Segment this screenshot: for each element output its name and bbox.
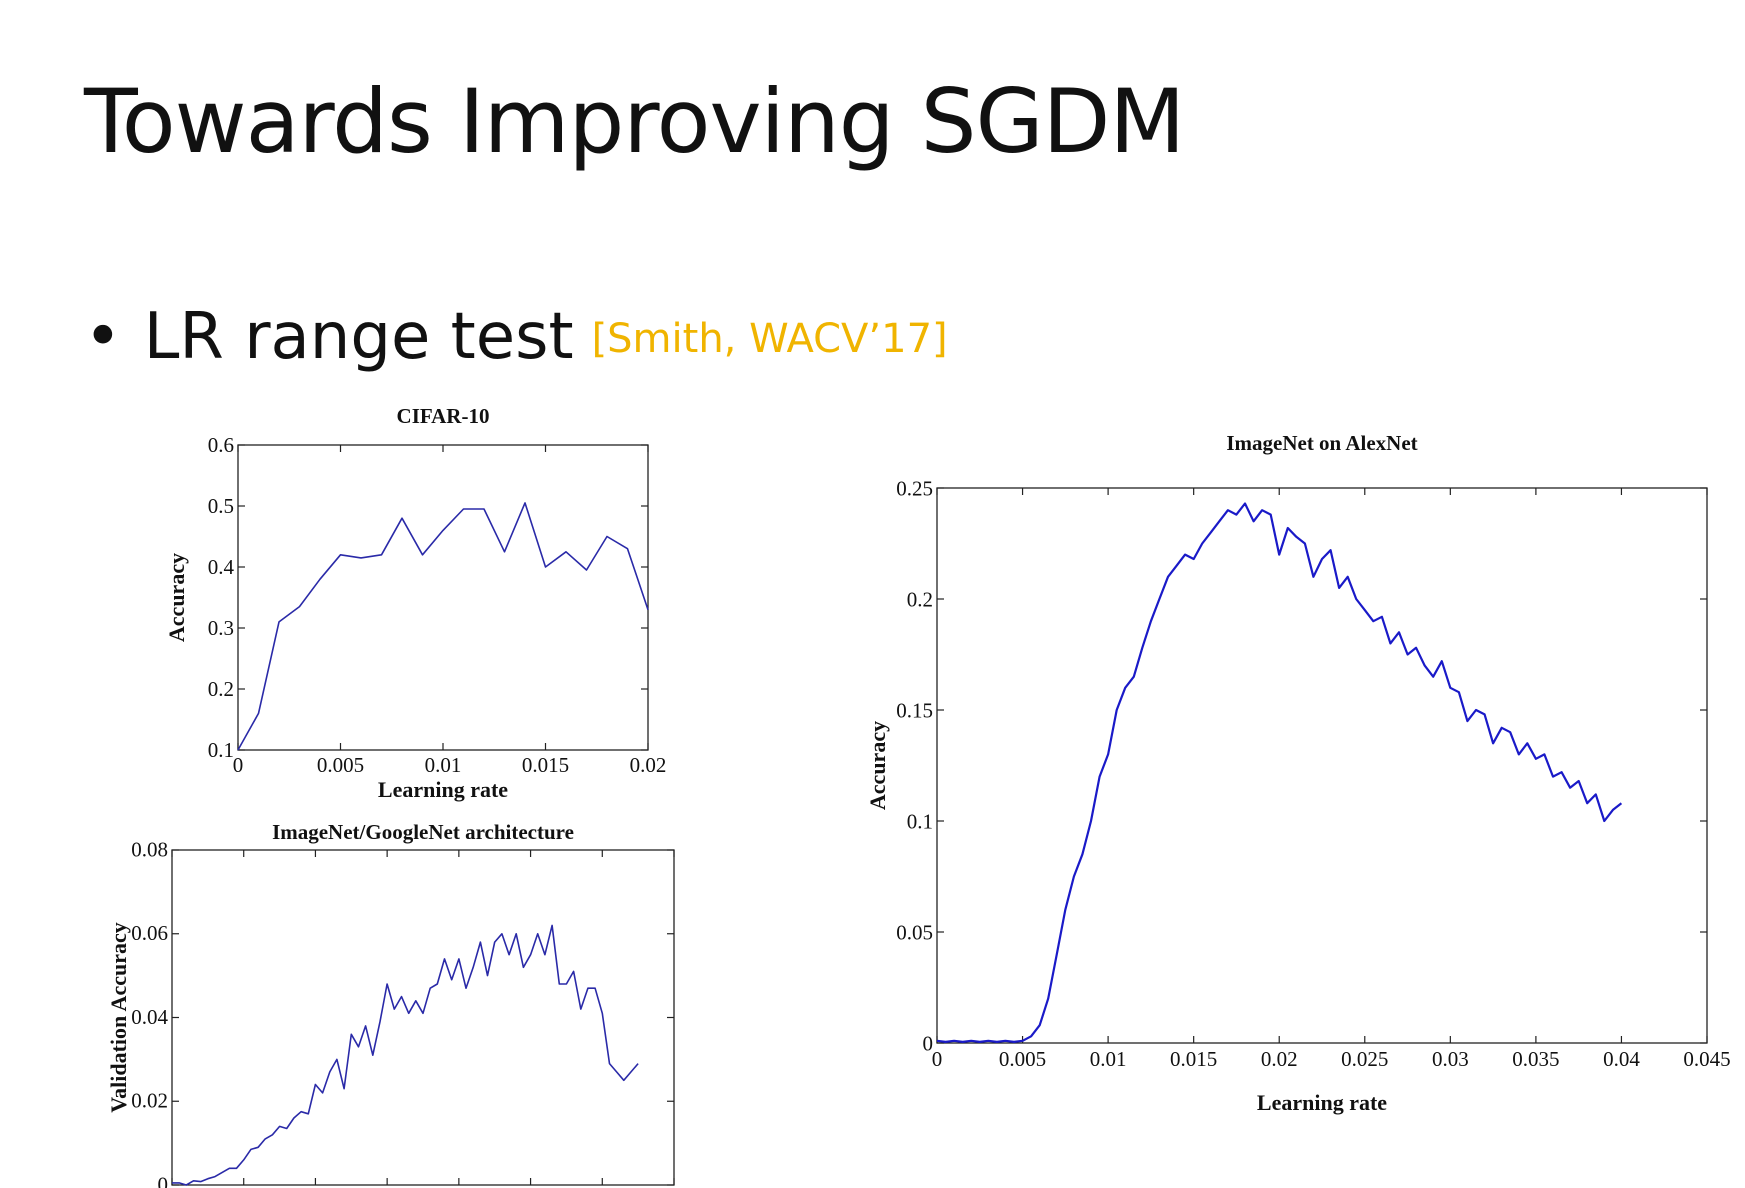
x-tick-label: 0.035 [1512,1047,1559,1071]
x-tick-label: 0.06 [584,1186,621,1188]
x-tick-label: 0.04 [440,1186,477,1188]
plot-frame [237,444,649,751]
x-tick-label: 0.025 [1341,1047,1388,1071]
x-tick-label: 0.045 [1683,1047,1730,1071]
y-tick-label: 0.02 [131,1089,168,1113]
y-tick-label: 0.15 [896,698,933,722]
bullet-item: • LR range test [Smith, WACV’17] [84,300,948,374]
y-tick-label: 0.05 [896,920,933,944]
x-axis-label: Learning rate [378,777,508,802]
x-tick-label: 0.03 [369,1186,406,1188]
citation-text: [Smith, WACV’17] [591,316,948,362]
y-tick-label: 0.3 [208,616,234,640]
y-tick-label: 0.6 [208,433,234,457]
x-tick-label: 0 [932,1047,943,1071]
x-tick-label: 0.03 [1432,1047,1469,1071]
x-tick-label: 0.02 [630,753,667,777]
x-tick-label: 0.05 [512,1186,549,1188]
x-tick-label: 0.005 [999,1047,1046,1071]
y-tick-label: 0.1 [907,809,933,833]
chart-title: CIFAR-10 [397,404,490,428]
y-tick-label: 0.4 [208,555,235,579]
bullet-text: LR range test [143,300,574,374]
bullet-dot: • [84,300,122,374]
y-axis-label: Validation Accuracy [106,922,131,1112]
series-line-alexnet [936,502,1623,1044]
x-tick-label: 0.01 [1090,1047,1127,1071]
y-axis-label: Accuracy [865,721,890,810]
plot-frame [936,487,1708,1044]
x-tick-label: 0.015 [1170,1047,1217,1071]
chart-title: ImageNet on AlexNet [1226,431,1417,455]
y-tick-label: 0.2 [907,587,933,611]
slide-title: Towards Improving SGDM [84,70,1185,173]
x-tick-label: 0.01 [225,1186,262,1188]
x-tick-label: 0.07 [656,1186,693,1188]
y-tick-label: 0.08 [131,837,168,861]
cifar10-chart: CIFAR-10 0 0.005 0.01 0.015 0.02 0.1 0.2 0.3 0.4 0… [164,404,667,802]
y-tick-label: 0.04 [131,1005,168,1029]
x-tick-label: 0 [167,1186,178,1188]
chart-title: ImageNet/GoogleNet architecture [272,820,574,844]
x-tick-label: 0.015 [522,753,569,777]
x-tick-label: 0.02 [297,1186,334,1188]
series-line-googlenet [172,924,639,1186]
x-tick-label: 0.04 [1603,1047,1640,1071]
y-tick-label: 0.25 [896,476,933,500]
x-tick-label: 0.01 [425,753,462,777]
x-tick-label: 0.005 [317,753,364,777]
alexnet-chart: ImageNet on AlexNet 0 0.005 0.01 0.015 0.02 0.… [865,431,1731,1115]
plot-frame [171,849,675,1186]
googlenet-chart: ImageNet/GoogleNet architecture 0 0.01 0.02… [106,820,693,1188]
y-tick-label: 0 [158,1172,169,1188]
y-axis-label: Accuracy [164,553,189,642]
y-tick-label: 0.06 [131,921,168,945]
y-tick-label: 0.5 [208,494,234,518]
y-tick-label: 0.2 [208,677,234,701]
series-line-cifar-10 [237,502,649,751]
y-tick-label: 0.1 [208,738,234,762]
y-tick-label: 0 [923,1031,934,1055]
x-axis-label: Learning rate [1257,1090,1387,1115]
x-tick-label: 0 [233,753,244,777]
x-tick-label: 0.02 [1261,1047,1298,1071]
